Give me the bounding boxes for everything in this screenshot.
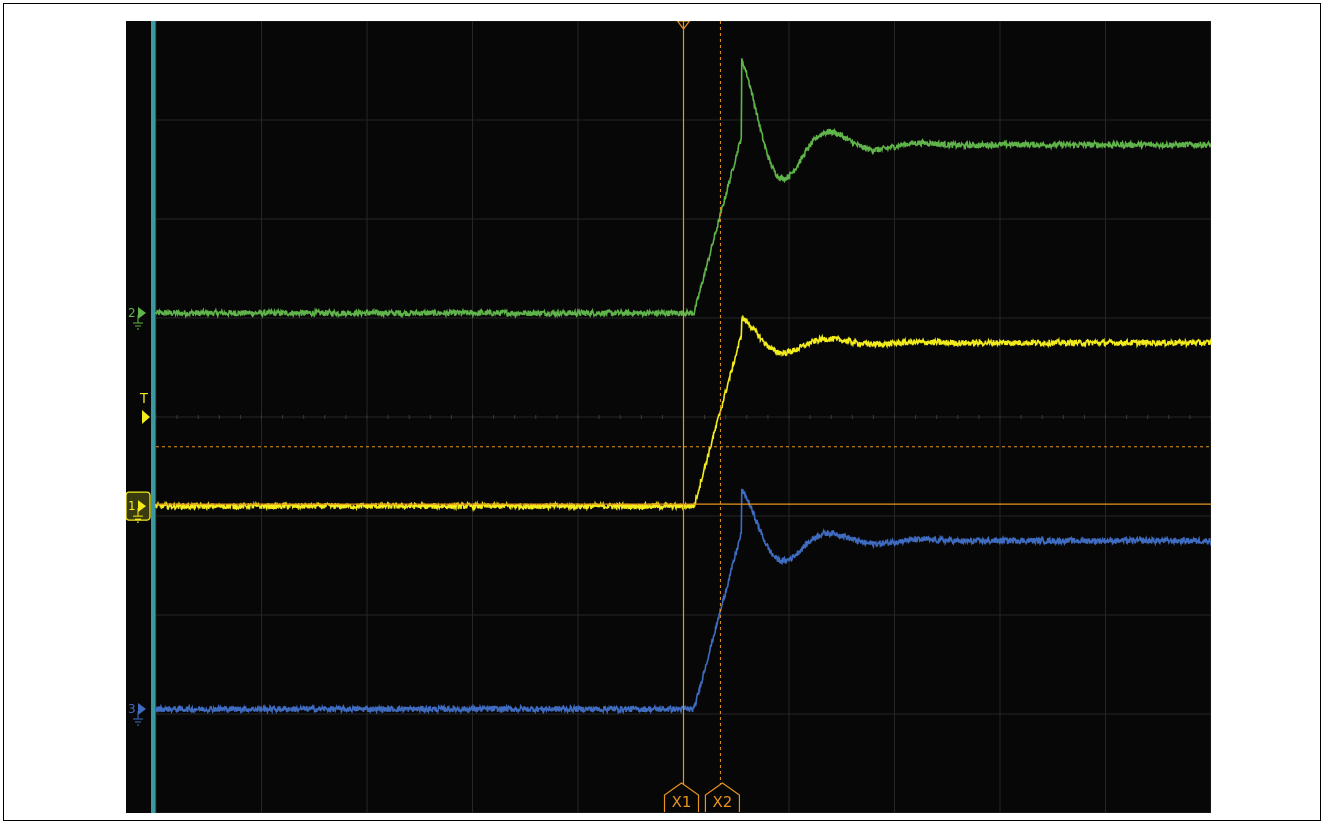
trigger-level-arrow-icon[interactable] xyxy=(142,410,150,424)
ch1-arrow-icon[interactable] xyxy=(138,500,146,513)
ch3-ground-icon xyxy=(133,711,143,726)
cursor-x2-tab[interactable] xyxy=(704,782,741,812)
figure-frame: X1 X2 2 1 3 T xyxy=(3,3,1321,821)
ch3-marker-label: 3 xyxy=(128,702,136,716)
trigger-position-marker-icon[interactable] xyxy=(676,21,691,30)
ch1-marker-label: 1 xyxy=(128,499,136,513)
trigger-label: T xyxy=(139,392,148,407)
cursor-x1-label: X1 xyxy=(672,793,692,811)
cursor-x2-label: X2 xyxy=(713,793,733,811)
ch1-ground-icon xyxy=(133,508,143,523)
cursor-x1-tab[interactable] xyxy=(663,782,700,812)
ch2-ground-icon xyxy=(133,315,143,330)
ch3-arrow-icon[interactable] xyxy=(138,703,146,716)
ch2-arrow-icon[interactable] xyxy=(138,307,146,320)
waveform-plot[interactable]: X1 X2 2 1 3 T xyxy=(126,21,1211,813)
left-scale-strip xyxy=(151,21,156,813)
ch2-marker-label: 2 xyxy=(128,306,136,320)
oscilloscope-display[interactable]: X1 X2 2 1 3 T xyxy=(126,21,1211,813)
